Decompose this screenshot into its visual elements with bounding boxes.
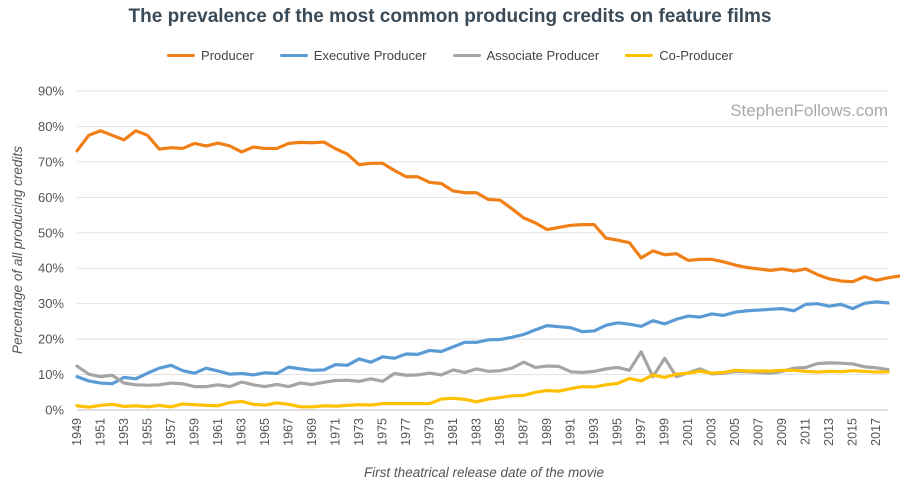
y-tick-label: 90% xyxy=(38,84,64,99)
legend-label-producer: Producer xyxy=(201,48,254,63)
x-tick-label: 1989 xyxy=(540,418,554,446)
x-tick-label: 1995 xyxy=(611,418,625,446)
x-tick-label: 2009 xyxy=(775,418,789,446)
legend-item-co-producer: Co-Producer xyxy=(625,48,733,63)
y-axis-ticks: 0% 10% 20% 30% 40% 50% 60% 70% 80% 90% xyxy=(38,84,64,418)
y-tick-label: 0% xyxy=(45,403,64,418)
x-tick-label: 1949 xyxy=(70,418,84,446)
legend-label-associate-producer: Associate Producer xyxy=(486,48,600,63)
legend-item-producer: Producer xyxy=(167,48,254,63)
x-tick-label: 2007 xyxy=(752,418,766,446)
y-tick-label: 50% xyxy=(38,225,64,240)
legend-swatch-associate-producer xyxy=(452,54,481,57)
x-tick-label: 1959 xyxy=(188,418,202,446)
x-tick-label: 2011 xyxy=(799,418,813,445)
y-tick-label: 40% xyxy=(38,261,64,276)
x-tick-label: 2003 xyxy=(705,418,719,446)
gridlines xyxy=(77,90,888,411)
x-tick-label: 2015 xyxy=(846,418,860,446)
x-tick-label: 1971 xyxy=(329,418,343,446)
x-tick-label: 2005 xyxy=(728,418,742,446)
legend-swatch-co-producer xyxy=(625,54,654,57)
series-line-associate-producer xyxy=(75,350,890,389)
x-tick-label: 1955 xyxy=(141,418,155,446)
series-line-executive-producer xyxy=(75,300,890,386)
x-tick-label: 2017 xyxy=(869,418,883,446)
y-tick-label: 70% xyxy=(38,154,64,169)
x-tick-label: 1969 xyxy=(305,418,319,446)
x-axis-title: First theatrical release date of the mov… xyxy=(364,465,604,480)
y-tick-label: 80% xyxy=(38,119,64,134)
x-tick-label: 1981 xyxy=(446,418,460,446)
x-axis-ticks: 1949 1951 1953 1955 1957 1959 1961 1963 1965 1967… xyxy=(70,418,883,446)
series-line-co-producer xyxy=(75,368,890,409)
x-tick-label: 1999 xyxy=(658,418,672,446)
x-tick-label: 1977 xyxy=(399,418,413,446)
series-lines xyxy=(75,129,900,409)
legend-swatch-executive-producer xyxy=(279,54,308,57)
legend-label-executive-producer: Executive Producer xyxy=(313,48,427,63)
legend-item-associate-producer: Associate Producer xyxy=(452,48,600,63)
chart-legend: Producer Executive Producer Associate Pr… xyxy=(0,48,900,63)
x-tick-label: 2001 xyxy=(681,418,695,446)
x-tick-label: 1951 xyxy=(94,418,108,446)
x-tick-label: 1961 xyxy=(211,418,225,446)
x-tick-label: 1993 xyxy=(587,418,601,446)
y-tick-label: 10% xyxy=(38,367,64,382)
x-tick-label: 1983 xyxy=(470,418,484,446)
x-tick-label: 1979 xyxy=(423,418,437,446)
x-tick-label: 2013 xyxy=(822,418,836,446)
x-tick-label: 1991 xyxy=(564,418,578,446)
x-tick-label: 1967 xyxy=(282,418,296,446)
x-tick-label: 1965 xyxy=(258,418,272,446)
x-tick-label: 1963 xyxy=(235,418,249,446)
x-tick-label: 1987 xyxy=(517,418,531,446)
x-tick-label: 1973 xyxy=(352,418,366,446)
x-tick-label: 1957 xyxy=(164,418,178,446)
watermark: StephenFollows.com xyxy=(730,101,888,120)
x-tick-label: 1953 xyxy=(117,418,131,446)
x-tick-label: 1997 xyxy=(634,418,648,446)
y-tick-label: 60% xyxy=(38,190,64,205)
x-tick-label: 1985 xyxy=(493,418,507,446)
x-tick-label: 1975 xyxy=(376,418,390,446)
legend-label-co-producer: Co-Producer xyxy=(659,48,733,63)
y-tick-label: 20% xyxy=(38,332,64,347)
chart-title: The prevalence of the most common produc… xyxy=(128,6,772,27)
y-tick-label: 30% xyxy=(38,296,64,311)
series-line-producer xyxy=(75,129,900,284)
y-axis-title: Percentage of all producing credits xyxy=(10,146,25,354)
legend-item-executive-producer: Executive Producer xyxy=(279,48,427,63)
legend-swatch-producer xyxy=(167,54,196,57)
